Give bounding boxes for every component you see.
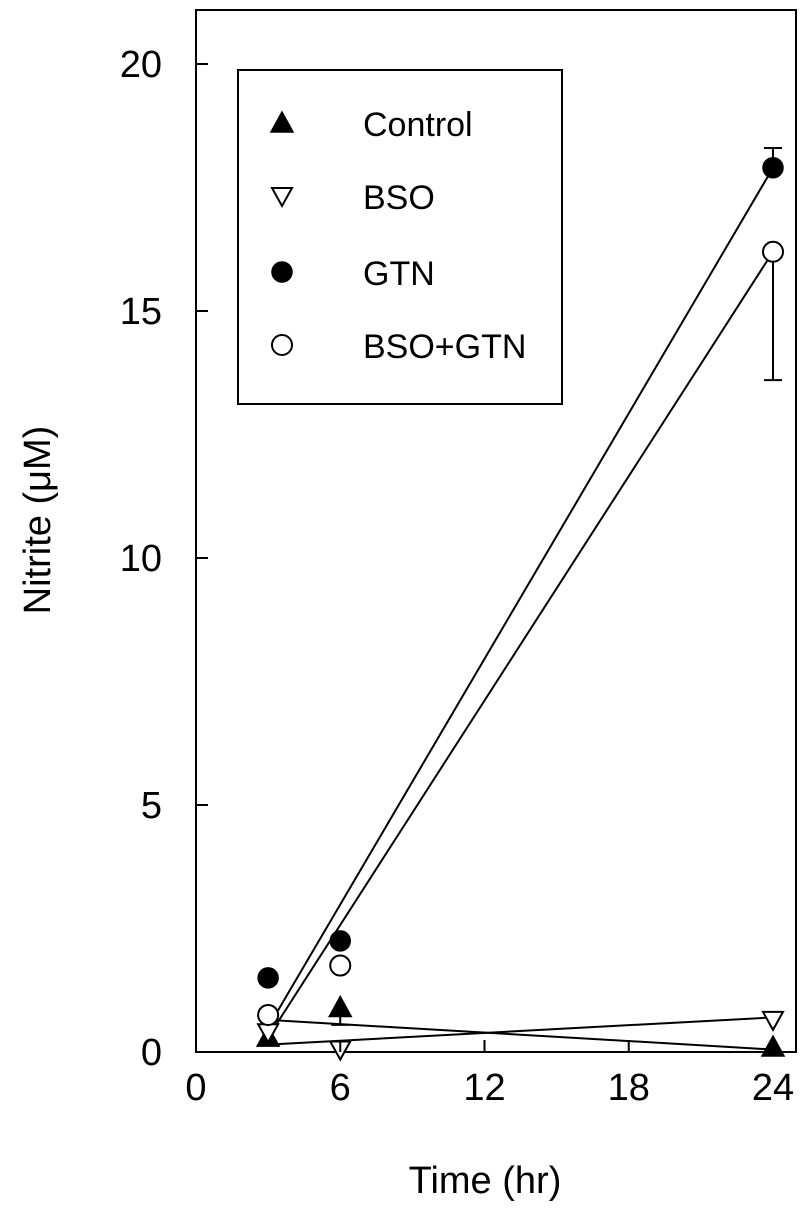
legend-label-bso: BSO bbox=[363, 179, 435, 217]
fit-line-bso bbox=[268, 1016, 774, 1046]
y-tick-label: 0 bbox=[141, 1032, 162, 1074]
y-tick-label: 15 bbox=[120, 291, 162, 333]
y-tick-label: 5 bbox=[141, 785, 162, 827]
legend-label-control: Control bbox=[363, 106, 473, 144]
legend-marker-control bbox=[269, 110, 295, 133]
point-control bbox=[327, 994, 353, 1018]
point-bso bbox=[761, 1010, 785, 1032]
y-axis-ticks: 0 5 10 15 20 bbox=[120, 44, 208, 1074]
fit-line-bso-gtn bbox=[267, 251, 774, 1038]
legend: Control BSO GTN BSO+GTN bbox=[237, 69, 563, 405]
fit-lines bbox=[267, 167, 774, 1051]
x-axis-title: Time (hr) bbox=[409, 1160, 562, 1202]
x-tick-label: 24 bbox=[752, 1067, 794, 1109]
data-markers bbox=[255, 156, 786, 1062]
x-tick-label: 12 bbox=[463, 1067, 505, 1109]
x-tick-label: 6 bbox=[330, 1067, 351, 1109]
x-tick-label: 0 bbox=[185, 1067, 206, 1109]
plot-border bbox=[195, 9, 797, 1053]
point-gtn bbox=[329, 930, 351, 952]
point-bso-gtn bbox=[762, 240, 784, 263]
legend-marker-gtn bbox=[271, 261, 293, 283]
x-axis-ticks: 0 6 12 18 24 bbox=[185, 1040, 794, 1109]
x-tick-label: 18 bbox=[608, 1067, 650, 1109]
fit-line-control bbox=[268, 1018, 774, 1051]
y-tick-label: 10 bbox=[120, 538, 162, 580]
plot-frame bbox=[195, 9, 797, 1053]
point-gtn bbox=[257, 967, 279, 989]
point-gtn bbox=[762, 156, 784, 179]
y-axis-title: Nitrite (μM) bbox=[17, 426, 59, 615]
y-tick-label: 20 bbox=[120, 44, 162, 86]
legend-marker-bso bbox=[270, 187, 294, 209]
point-bso-gtn bbox=[329, 954, 352, 977]
legend-label-bso-gtn: BSO+GTN bbox=[363, 328, 526, 366]
fit-line-gtn bbox=[267, 167, 774, 1028]
legend-label-gtn: GTN bbox=[363, 255, 435, 293]
point-bso-gtn bbox=[257, 1003, 280, 1026]
legend-marker-bso-gtn bbox=[271, 334, 293, 356]
